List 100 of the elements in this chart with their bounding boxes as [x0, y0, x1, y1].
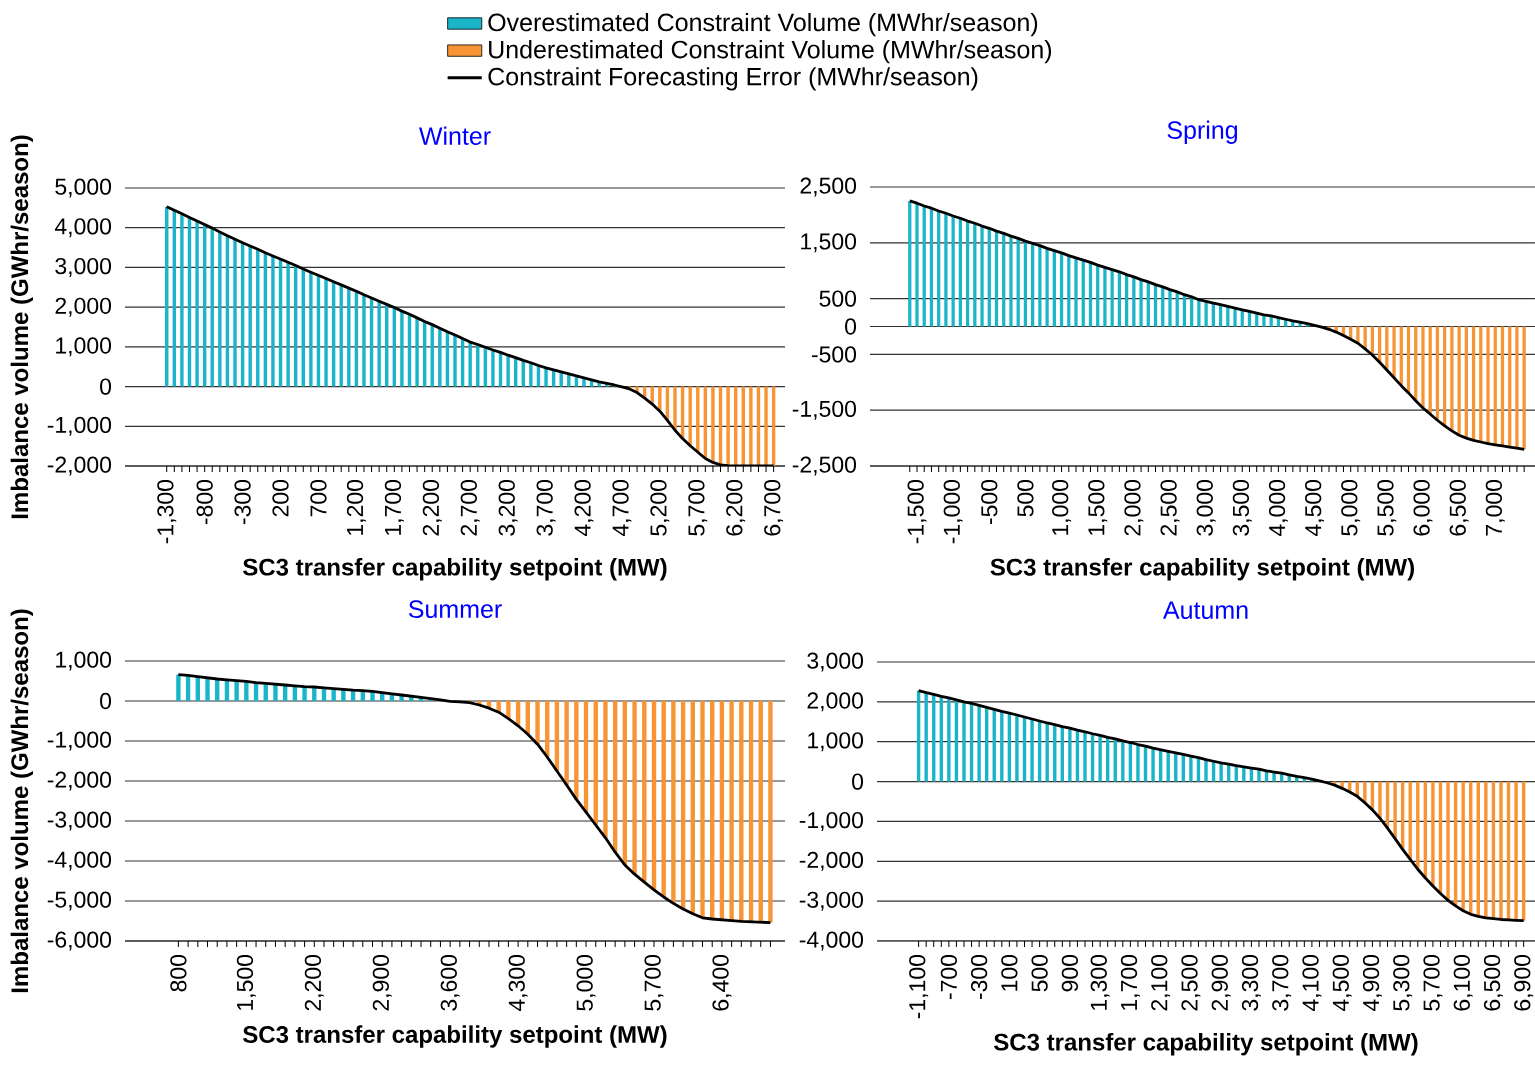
x-tick-label: 500	[1031, 954, 1048, 992]
y-tick-label: -4,000	[47, 851, 112, 871]
y-tick-label: -2,000	[47, 456, 112, 476]
chart-title: Spring	[1167, 120, 1238, 144]
x-tick-label: 7,000	[1485, 479, 1505, 536]
x-tick-label: 2,200	[422, 479, 442, 536]
y-tick-label: 0	[852, 773, 864, 790]
x-tick-label: 5,700	[688, 479, 708, 536]
x-tick-label: -1,100	[909, 954, 929, 1019]
y-tick-label: -5,000	[47, 891, 112, 911]
x-tick-label: 700	[310, 479, 327, 517]
x-tick-label: 2,900	[372, 954, 392, 1011]
x-tick-label: -300	[970, 954, 988, 1000]
y-tick-label: 2,000	[807, 692, 864, 712]
x-tick-label: 500	[1017, 479, 1034, 517]
y-tick-label: 500	[819, 290, 857, 307]
y-axis-title: Imbalance volume (GWhr/season)	[10, 135, 33, 519]
x-tick-label: 5,700	[1423, 954, 1443, 1011]
x-tick-label: 5,500	[1377, 479, 1397, 536]
y-tick-label: -1,000	[47, 731, 112, 751]
y-tick-label: -4,000	[799, 931, 864, 951]
x-tick-label: 2,500	[1181, 954, 1201, 1011]
x-tick-label: -700	[940, 954, 957, 1000]
x-tick-label: 1,000	[1052, 479, 1072, 535]
x-tick-label: -500	[981, 479, 998, 525]
x-tick-label: 2,100	[1151, 954, 1171, 1011]
x-tick-label: 3,200	[498, 479, 518, 536]
y-tick-label: 1,000	[56, 337, 112, 357]
y-tick-label: 0	[845, 318, 857, 335]
y-tick-label: 5,000	[55, 178, 112, 198]
chart-title: Summer	[408, 600, 502, 618]
x-tick-label: 900	[1061, 954, 1079, 992]
x-tick-label: 3,600	[440, 954, 460, 1011]
x-tick-label: 6,400	[712, 954, 732, 1011]
x-tick-label: 5,700	[644, 954, 664, 1011]
y-tick-label: 2,500	[800, 177, 857, 197]
x-tick-label: 3,300	[1241, 954, 1261, 1011]
legend-label: Overestimated Constraint Volume (MWhr/season)	[488, 12, 1038, 37]
y-tick-label: 1,500	[801, 233, 857, 253]
x-tick-label: -1,300	[157, 479, 177, 544]
x-tick-label: 1,700	[1120, 954, 1140, 1010]
x-axis-title: SC3 transfer capability setpoint (MW)	[243, 1025, 667, 1048]
x-tick-label: 4,500	[1305, 479, 1325, 537]
y-tick-label: 1,000	[808, 732, 864, 752]
x-tick-label: 6,100	[1453, 954, 1473, 1011]
x-tick-label: 6,500	[1483, 954, 1503, 1011]
x-tick-label: 3,000	[1196, 479, 1216, 536]
x-tick-label: 2,900	[1211, 954, 1231, 1011]
x-tick-label: 1,300	[1090, 954, 1110, 1010]
x-tick-label: 4,100	[1302, 954, 1322, 1012]
x-tick-label: 3,500	[1232, 479, 1252, 536]
y-tick-label: -1,000	[799, 811, 864, 831]
x-tick-label: 3,700	[1272, 954, 1292, 1011]
x-tick-label: 1,700	[384, 479, 404, 535]
x-tick-label: 2,200	[304, 954, 324, 1011]
x-tick-label: 4,000	[1268, 479, 1288, 537]
y-tick-label: -500	[811, 346, 857, 363]
x-tick-label: 6,200	[726, 479, 746, 536]
x-tick-label: 5,000	[1341, 479, 1361, 536]
y-tick-label: -3,000	[47, 811, 112, 831]
x-tick-label: 4,500	[1332, 954, 1352, 1012]
y-tick-label: 2,000	[55, 297, 112, 317]
legend-label: Constraint Forecasting Error (MWhr/season)	[488, 67, 978, 91]
y-tick-label: 0	[100, 692, 112, 710]
x-axis-title: SC3 transfer capability setpoint (MW)	[243, 558, 667, 581]
x-tick-label: 2,700	[460, 479, 480, 536]
x-tick-label: 1,200	[346, 479, 366, 535]
y-tick-label: -2,000	[47, 771, 112, 791]
y-tick-label: 0	[100, 378, 112, 395]
x-tick-label: 5,300	[1393, 954, 1413, 1011]
x-tick-label: 2,500	[1160, 479, 1180, 536]
x-tick-label: 4,900	[1362, 954, 1382, 1012]
x-tick-label: 800	[170, 954, 187, 992]
y-tick-label: -3,000	[799, 891, 864, 911]
x-tick-label: -1,500	[907, 479, 927, 544]
y-tick-label: 4,000	[54, 218, 112, 238]
x-tick-label: 6,500	[1449, 479, 1469, 536]
x-tick-label: -1,000	[943, 479, 963, 544]
y-tick-label: -2,000	[799, 851, 864, 871]
x-tick-label: 1,500	[236, 954, 256, 1010]
y-tick-label: -1,500	[792, 400, 857, 420]
chart-title: Winter	[419, 126, 491, 145]
x-tick-label: 2,000	[1124, 479, 1144, 536]
y-tick-label: -1,000	[47, 416, 112, 436]
y-tick-label: -6,000	[47, 931, 112, 951]
x-axis-title: SC3 transfer capability setpoint (MW)	[994, 1033, 1418, 1056]
x-tick-label: 4,700	[612, 479, 632, 537]
chart-title: Autumn	[1162, 601, 1248, 619]
x-tick-label: 100	[1001, 954, 1018, 991]
x-tick-label: 200	[272, 479, 289, 517]
x-tick-label: 3,700	[536, 479, 556, 536]
x-tick-label: -800	[196, 479, 213, 525]
x-tick-label: 1,500	[1088, 479, 1108, 535]
x-tick-label: 5,200	[650, 479, 670, 536]
x-tick-label: 6,000	[1413, 479, 1433, 536]
y-tick-label: 1,000	[56, 651, 112, 671]
y-tick-label: 3,000	[807, 652, 864, 672]
y-axis-title: Imbalance volume (GWhr/season)	[10, 609, 33, 993]
y-tick-label: -2,500	[792, 456, 857, 476]
x-tick-label: 6,900	[1514, 954, 1534, 1011]
